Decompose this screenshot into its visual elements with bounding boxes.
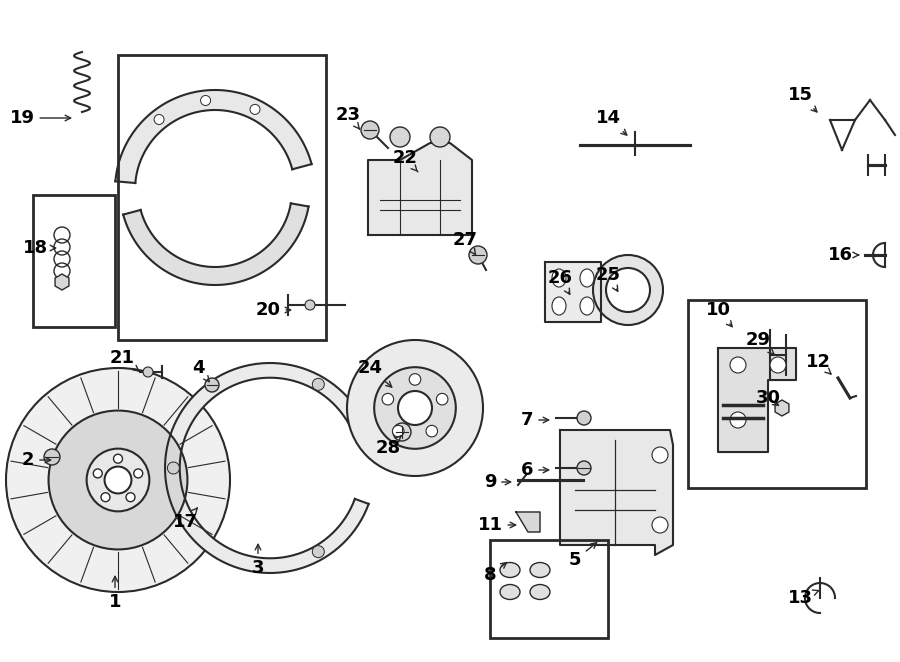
Text: 20: 20 [256,301,291,319]
Text: 21: 21 [110,349,140,371]
Text: 27: 27 [453,231,478,255]
Text: 19: 19 [10,109,71,127]
Circle shape [436,393,448,405]
Circle shape [398,391,432,425]
Polygon shape [775,400,789,416]
Text: 17: 17 [173,508,197,531]
Polygon shape [718,348,796,452]
Circle shape [134,469,143,478]
Polygon shape [516,512,540,532]
Ellipse shape [580,269,594,287]
Circle shape [393,423,411,441]
Circle shape [361,121,379,139]
Text: 15: 15 [788,86,817,112]
Ellipse shape [552,297,566,315]
Text: 29: 29 [745,331,774,354]
Circle shape [410,373,421,385]
Circle shape [113,454,122,463]
Polygon shape [123,203,309,285]
Bar [688,300,866,488]
Text: 16: 16 [827,246,859,264]
Text: 12: 12 [806,353,831,374]
Circle shape [382,393,393,405]
Circle shape [167,462,179,474]
Circle shape [390,127,410,147]
Circle shape [312,379,324,391]
Ellipse shape [500,585,520,600]
Circle shape [347,340,483,476]
Text: 13: 13 [788,589,819,607]
Circle shape [577,411,591,425]
Text: 28: 28 [375,436,401,457]
Circle shape [205,378,219,392]
Text: 18: 18 [22,239,56,257]
Text: 11: 11 [478,516,516,534]
Circle shape [49,410,187,549]
Text: 30: 30 [755,389,780,407]
Ellipse shape [530,563,550,577]
Circle shape [593,255,663,325]
Text: 2: 2 [22,451,50,469]
Text: 6: 6 [521,461,549,479]
Circle shape [770,357,786,373]
Bar [118,55,326,340]
Bar [33,195,115,327]
Polygon shape [115,90,311,183]
Circle shape [104,467,131,493]
Text: 7: 7 [521,411,549,429]
Circle shape [143,367,153,377]
Circle shape [606,268,650,312]
Circle shape [430,127,450,147]
Bar [490,540,608,638]
Circle shape [374,367,455,449]
Ellipse shape [530,585,550,600]
Polygon shape [368,143,472,235]
Circle shape [86,449,149,511]
Text: 24: 24 [357,359,392,387]
Circle shape [126,493,135,502]
Ellipse shape [500,563,520,577]
Text: 14: 14 [596,109,626,135]
Circle shape [730,412,746,428]
Text: 26: 26 [547,269,572,295]
Ellipse shape [552,269,566,287]
Text: 25: 25 [596,266,620,291]
Text: 8: 8 [483,563,507,584]
Polygon shape [545,262,601,322]
Circle shape [305,300,315,310]
Circle shape [94,469,103,478]
Circle shape [101,493,110,502]
Circle shape [6,368,230,592]
Circle shape [730,357,746,373]
Text: 4: 4 [192,359,210,382]
Text: 10: 10 [706,301,733,327]
Text: 3: 3 [252,544,265,577]
Text: 5: 5 [569,543,597,569]
Circle shape [154,115,164,124]
Circle shape [201,95,211,105]
Circle shape [577,461,591,475]
Text: 1: 1 [109,577,122,611]
Polygon shape [165,363,369,573]
Ellipse shape [580,297,594,315]
Polygon shape [55,274,69,290]
Circle shape [250,105,260,115]
Circle shape [469,246,487,264]
Text: 9: 9 [484,473,510,491]
Circle shape [312,545,324,557]
Circle shape [426,425,437,437]
Text: 22: 22 [392,149,418,172]
Polygon shape [560,430,673,555]
Circle shape [392,425,404,437]
Circle shape [652,447,668,463]
Text: 23: 23 [336,106,361,129]
Circle shape [44,449,60,465]
Circle shape [652,517,668,533]
